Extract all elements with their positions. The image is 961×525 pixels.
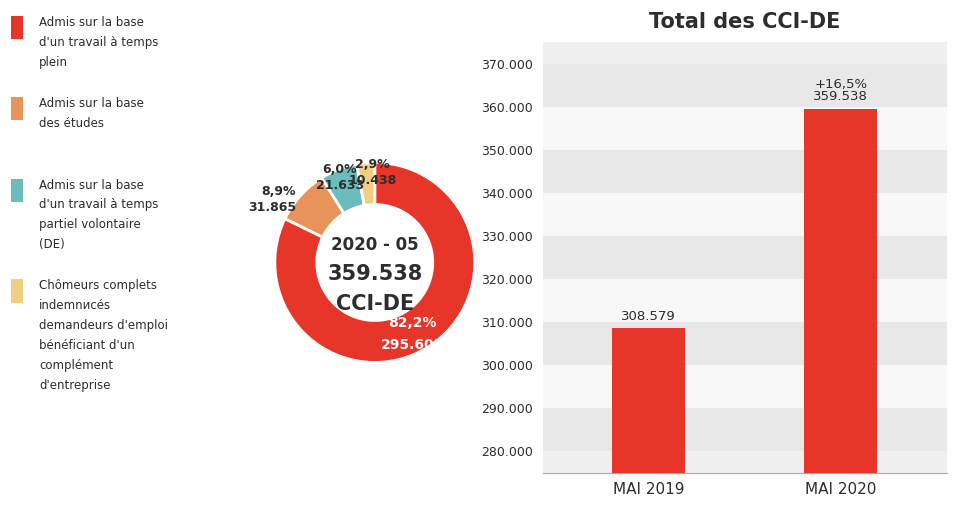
Text: 6,0%: 6,0%: [323, 163, 357, 176]
Text: CCI-DE: CCI-DE: [335, 295, 414, 314]
Bar: [543, 107, 947, 150]
Text: Chômeurs complets: Chômeurs complets: [39, 279, 157, 292]
Text: des études: des études: [39, 117, 104, 130]
Text: 21.633: 21.633: [316, 179, 364, 192]
Text: 8,9%: 8,9%: [261, 185, 296, 198]
Bar: [11, 16, 23, 39]
Wedge shape: [357, 163, 375, 205]
Title: Total des CCI-DE: Total des CCI-DE: [649, 12, 841, 32]
Wedge shape: [285, 178, 344, 237]
Text: 31.865: 31.865: [248, 201, 296, 214]
Text: bénéficiant d'un: bénéficiant d'un: [39, 339, 135, 352]
Text: indemnисés: indemnисés: [39, 299, 111, 312]
Text: demandeurs d'emploi: demandeurs d'emploi: [39, 319, 168, 332]
Text: 295.602: 295.602: [382, 339, 444, 352]
Bar: [543, 150, 947, 193]
Wedge shape: [322, 164, 364, 213]
Text: 359.538: 359.538: [813, 90, 869, 103]
Bar: [543, 236, 947, 279]
Text: 10.438: 10.438: [348, 174, 397, 187]
Text: 2,9%: 2,9%: [355, 158, 389, 171]
Bar: [11, 97, 23, 120]
Text: Admis sur la base: Admis sur la base: [39, 16, 144, 29]
Text: complément: complément: [39, 359, 113, 372]
Bar: [612, 328, 685, 525]
Text: partiel volontaire: partiel volontaire: [39, 218, 140, 232]
Text: (DE): (DE): [39, 238, 64, 251]
Bar: [543, 279, 947, 322]
Bar: [543, 408, 947, 451]
Bar: [543, 322, 947, 365]
Bar: [543, 64, 947, 107]
Text: d'entreprise: d'entreprise: [39, 379, 111, 392]
Bar: [11, 178, 23, 202]
Text: 308.579: 308.579: [622, 310, 676, 323]
Bar: [543, 193, 947, 236]
Text: 82,2%: 82,2%: [388, 317, 437, 330]
Text: Admis sur la base: Admis sur la base: [39, 178, 144, 192]
Bar: [804, 109, 877, 525]
Text: d'un travail à temps: d'un travail à temps: [39, 36, 159, 49]
Text: plein: plein: [39, 56, 68, 69]
Text: Admis sur la base: Admis sur la base: [39, 97, 144, 110]
Wedge shape: [275, 163, 475, 362]
Bar: [11, 279, 23, 303]
Text: 2020 - 05: 2020 - 05: [331, 236, 419, 254]
Bar: [543, 365, 947, 408]
Text: 359.538: 359.538: [327, 265, 423, 285]
Text: d'un travail à temps: d'un travail à temps: [39, 198, 159, 212]
Text: +16,5%: +16,5%: [814, 78, 868, 91]
